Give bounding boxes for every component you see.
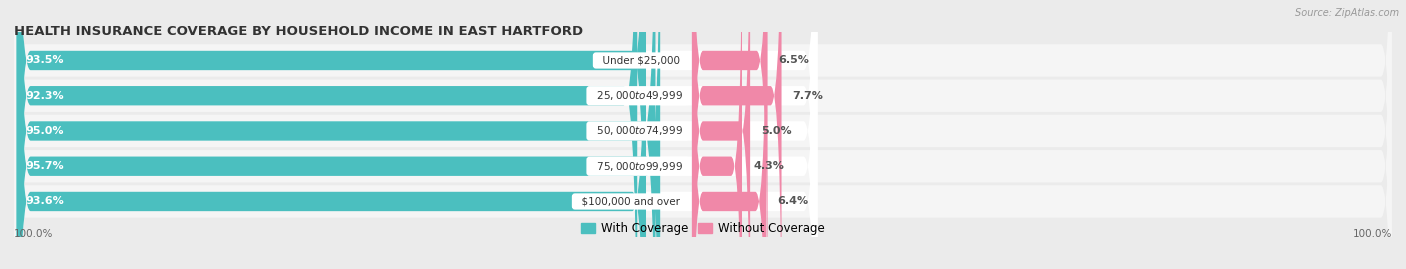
Legend: With Coverage, Without Coverage: With Coverage, Without Coverage [581,222,825,235]
Text: 95.7%: 95.7% [25,161,63,171]
Text: 93.6%: 93.6% [25,196,63,207]
Text: $75,000 to $99,999: $75,000 to $99,999 [589,160,686,173]
Text: Under $25,000: Under $25,000 [596,55,686,65]
Text: Source: ZipAtlas.com: Source: ZipAtlas.com [1295,8,1399,18]
FancyBboxPatch shape [17,0,817,269]
Text: 7.7%: 7.7% [793,91,824,101]
Text: 95.0%: 95.0% [25,126,63,136]
FancyBboxPatch shape [14,0,1392,269]
Text: 92.3%: 92.3% [25,91,63,101]
Text: $100,000 and over: $100,000 and over [575,196,686,207]
FancyBboxPatch shape [17,0,817,269]
Text: 4.3%: 4.3% [754,161,785,171]
Text: 6.4%: 6.4% [778,196,808,207]
FancyBboxPatch shape [17,0,817,269]
FancyBboxPatch shape [14,0,1392,269]
FancyBboxPatch shape [14,0,1392,269]
Text: 6.5%: 6.5% [779,55,810,65]
FancyBboxPatch shape [17,0,661,269]
Text: $50,000 to $74,999: $50,000 to $74,999 [589,125,686,137]
Text: 100.0%: 100.0% [14,229,53,239]
FancyBboxPatch shape [17,0,637,269]
FancyBboxPatch shape [692,0,742,269]
FancyBboxPatch shape [692,0,782,269]
FancyBboxPatch shape [14,0,1392,269]
FancyBboxPatch shape [14,0,1392,269]
Text: 93.5%: 93.5% [25,55,63,65]
Text: 100.0%: 100.0% [1353,229,1392,239]
Text: HEALTH INSURANCE COVERAGE BY HOUSEHOLD INCOME IN EAST HARTFORD: HEALTH INSURANCE COVERAGE BY HOUSEHOLD I… [14,24,583,38]
FancyBboxPatch shape [17,0,645,269]
FancyBboxPatch shape [17,0,817,269]
FancyBboxPatch shape [17,0,655,269]
FancyBboxPatch shape [692,0,768,269]
FancyBboxPatch shape [17,0,645,269]
Text: $25,000 to $49,999: $25,000 to $49,999 [589,89,686,102]
FancyBboxPatch shape [17,0,817,269]
FancyBboxPatch shape [692,0,766,269]
Text: 5.0%: 5.0% [761,126,792,136]
FancyBboxPatch shape [692,0,751,269]
